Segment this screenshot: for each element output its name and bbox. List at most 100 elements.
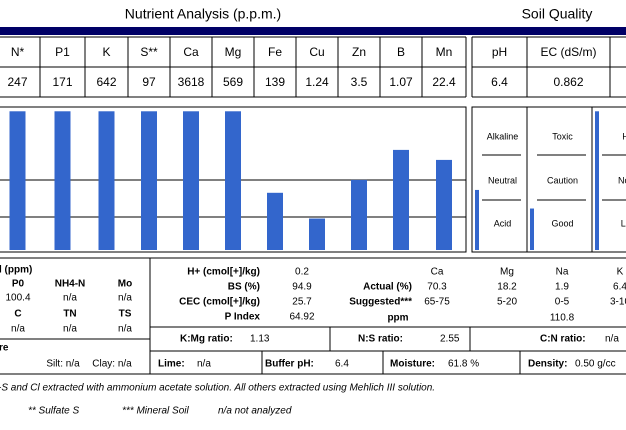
cec-value: 25.7 bbox=[292, 297, 312, 308]
property-label: Density: bbox=[528, 359, 567, 370]
soil-label: EC (dS/m) bbox=[540, 45, 596, 59]
cation-value: 6.4 bbox=[613, 282, 626, 293]
cation-header: Ca bbox=[431, 267, 444, 278]
soil-chart-frame bbox=[471, 106, 626, 253]
soil-bar bbox=[595, 111, 599, 250]
box-cell: TS bbox=[119, 309, 132, 320]
cec-value: 0.2 bbox=[295, 267, 309, 278]
property-value: 6.4 bbox=[335, 359, 349, 370]
nutrient-value: 22.4 bbox=[432, 75, 456, 89]
nutrient-label: Mn bbox=[436, 45, 453, 59]
soil-scale: Acid bbox=[494, 218, 512, 228]
silt: Silt: n/a bbox=[46, 359, 80, 370]
nutrient-bar bbox=[393, 149, 409, 250]
ratio-label: N:S ratio: bbox=[358, 334, 403, 345]
ppm-value: 110.8 bbox=[550, 313, 575, 324]
box-cell: Mo bbox=[118, 279, 132, 290]
soil-scale: Low bbox=[621, 218, 626, 228]
nutrient-value: 1.07 bbox=[389, 75, 413, 89]
cation-value: 0-5 bbox=[555, 297, 570, 308]
header-band bbox=[0, 27, 626, 35]
cation-row-label: Suggested*** bbox=[349, 297, 412, 308]
soil-bar bbox=[530, 208, 534, 250]
soil-value: 0.862 bbox=[553, 75, 583, 89]
cation-header: Mg bbox=[500, 267, 514, 278]
ratio-label: C:N ratio: bbox=[540, 334, 586, 345]
nutrient-label: N* bbox=[11, 45, 25, 59]
nutrient-bar bbox=[267, 192, 283, 250]
property-label: Buffer pH: bbox=[265, 359, 314, 370]
footer-legend: n/a not analyzed bbox=[218, 406, 292, 417]
soil-title: Soil Quality bbox=[522, 6, 593, 22]
footer-legend: ** Sulfate S bbox=[28, 406, 79, 417]
box-cell: n/a bbox=[11, 324, 25, 335]
ratio-label: K:Mg ratio: bbox=[180, 334, 233, 345]
footer-note: -S and Cl extracted with ammonium acetat… bbox=[0, 383, 435, 394]
nutrient-value: 3.5 bbox=[351, 75, 368, 89]
soil-scale: Alkaline bbox=[487, 131, 519, 141]
soil-scale: Hig bbox=[622, 131, 626, 141]
box-cell: n/a bbox=[118, 293, 132, 304]
box-section: re bbox=[0, 343, 9, 354]
box-cell: 100.4 bbox=[5, 293, 30, 304]
clay: Clay: n/a bbox=[92, 359, 132, 370]
cation-header: K bbox=[617, 267, 624, 278]
cation-value: 65-75 bbox=[424, 297, 450, 308]
soil-value: 6.4 bbox=[491, 75, 508, 89]
box-title: l (ppm) bbox=[0, 265, 32, 276]
nutrient-bar bbox=[225, 111, 241, 250]
property-label: Lime: bbox=[158, 359, 185, 370]
box-cell: C bbox=[14, 309, 21, 320]
property-label: Moisture: bbox=[390, 359, 435, 370]
details-frame bbox=[0, 257, 626, 375]
cec-value: 64.92 bbox=[289, 312, 314, 323]
nutrient-value: 569 bbox=[223, 75, 243, 89]
ppm-label: ppm bbox=[387, 313, 408, 324]
nutrient-label: Ca bbox=[183, 45, 199, 59]
soil-scale: Caution bbox=[547, 175, 578, 185]
property-value: n/a bbox=[197, 359, 211, 370]
cation-row-label: Actual (%) bbox=[363, 282, 412, 293]
nutrient-bar bbox=[54, 111, 71, 250]
nutrient-value: 97 bbox=[142, 75, 156, 89]
box-cell: n/a bbox=[118, 324, 132, 335]
nutrient-bar bbox=[351, 179, 367, 250]
ratio-value: 1.13 bbox=[250, 334, 270, 345]
footer-legend: *** Mineral Soil bbox=[122, 406, 189, 417]
cation-value: 18.2 bbox=[497, 282, 517, 293]
nutrient-value: 247 bbox=[7, 75, 27, 89]
box-cell: n/a bbox=[63, 324, 77, 335]
soil-scale: Toxic bbox=[552, 131, 573, 141]
property-value: 61.8 % bbox=[448, 359, 479, 370]
cation-value: 5-20 bbox=[497, 297, 517, 308]
soil-scale: Neutral bbox=[488, 175, 517, 185]
cation-value: 1.9 bbox=[555, 282, 569, 293]
cec-label: H+ (cmol[+]/kg) bbox=[187, 267, 260, 278]
soil-scale: Good bbox=[551, 218, 573, 228]
property-value: 0.50 g/cc bbox=[575, 359, 616, 370]
nutrient-value: 1.24 bbox=[305, 75, 329, 89]
soil-label: pH bbox=[492, 45, 507, 59]
nutrient-value: 171 bbox=[52, 75, 72, 89]
nutrient-label: Fe bbox=[268, 45, 282, 59]
nutrient-bar bbox=[183, 111, 199, 250]
cation-value: 70.3 bbox=[427, 282, 447, 293]
nutrient-label: S** bbox=[140, 45, 158, 59]
report-title: Nutrient Analysis (p.p.m.) bbox=[125, 6, 281, 22]
cec-label: BS (%) bbox=[228, 282, 260, 293]
box-cell: NH4-N bbox=[55, 279, 86, 290]
nutrient-value: 642 bbox=[96, 75, 116, 89]
nutrient-label: Cu bbox=[309, 45, 324, 59]
nutrient-label: Zn bbox=[352, 45, 366, 59]
soil-bar bbox=[475, 189, 479, 250]
cation-value: 3-10 bbox=[610, 297, 626, 308]
cec-value: 94.9 bbox=[292, 282, 312, 293]
nutrient-label: B bbox=[397, 45, 405, 59]
nutrient-label: P1 bbox=[55, 45, 70, 59]
ratio-value: 2.55 bbox=[440, 334, 460, 345]
nutrient-bar bbox=[98, 111, 115, 250]
nutrient-value: 139 bbox=[265, 75, 285, 89]
nutrient-bar bbox=[9, 111, 26, 250]
